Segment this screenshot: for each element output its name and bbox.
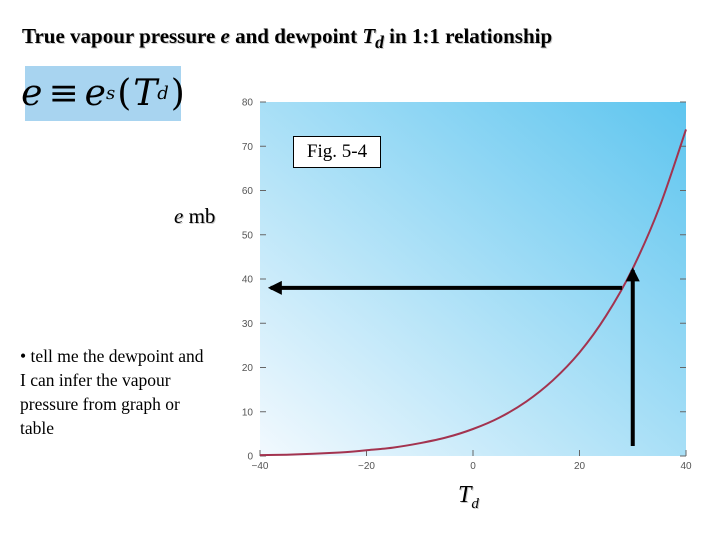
y-tick-label: 50 [242, 230, 254, 241]
y-tick-label: 40 [242, 275, 254, 286]
x-tick-label: −40 [252, 461, 269, 472]
x-tick-label: 0 [470, 461, 476, 472]
y-tick-label: 80 [242, 98, 254, 109]
x-axis-label: Td [458, 482, 479, 512]
y-tick-label: 60 [242, 186, 254, 197]
y-tick-label: 10 [242, 407, 254, 418]
y-tick-label: 0 [247, 452, 253, 463]
figure-label: Fig. 5-4 [293, 136, 381, 168]
x-tick-label: −20 [358, 461, 375, 472]
y-tick-label: 30 [242, 319, 254, 330]
y-axis-label: e mb [174, 204, 216, 228]
x-tick-label: 20 [574, 461, 586, 472]
slide-title: True vapour pressure e and dewpoint Td i… [22, 24, 553, 53]
saturation-curve [259, 129, 687, 457]
x-tick-label: 40 [680, 461, 692, 472]
bullet-text: • tell me the dewpoint and I can infer t… [20, 346, 204, 438]
y-tick-label: 70 [242, 142, 254, 153]
y-tick-label: 20 [242, 363, 254, 374]
